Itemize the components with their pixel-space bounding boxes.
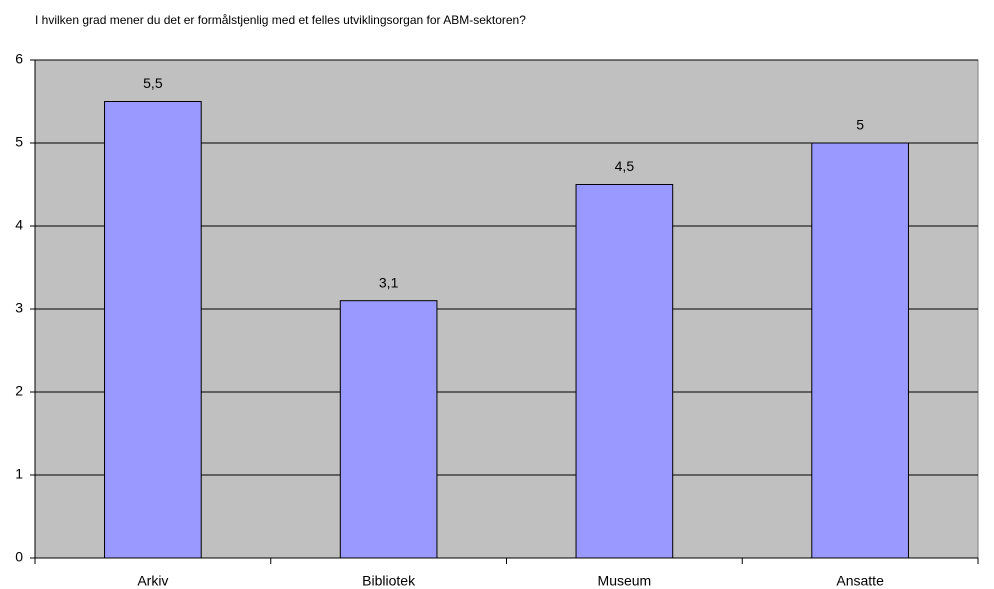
y-tick-label: 2 xyxy=(15,383,23,399)
y-tick-label: 1 xyxy=(15,466,23,482)
x-tick-label: Museum xyxy=(598,573,652,589)
data-label: 3,1 xyxy=(379,274,399,290)
y-tick-label: 6 xyxy=(15,51,23,67)
bar xyxy=(339,300,438,559)
data-label: 5,5 xyxy=(143,75,163,91)
data-label: 5 xyxy=(856,117,864,133)
bar xyxy=(575,184,674,559)
x-tick-label: Bibliotek xyxy=(362,573,416,589)
bar xyxy=(811,142,909,559)
y-tick-label: 0 xyxy=(15,549,23,565)
y-tick-label: 5 xyxy=(15,134,23,150)
chart-title: I hvilken grad mener du det er formålstj… xyxy=(35,13,526,27)
data-label: 4,5 xyxy=(615,158,635,174)
bar xyxy=(104,101,202,559)
x-tick-label: Ansatte xyxy=(836,573,884,589)
y-tick-label: 4 xyxy=(15,217,23,233)
x-tick-label: Arkiv xyxy=(137,573,168,589)
y-tick-label: 3 xyxy=(15,300,23,316)
